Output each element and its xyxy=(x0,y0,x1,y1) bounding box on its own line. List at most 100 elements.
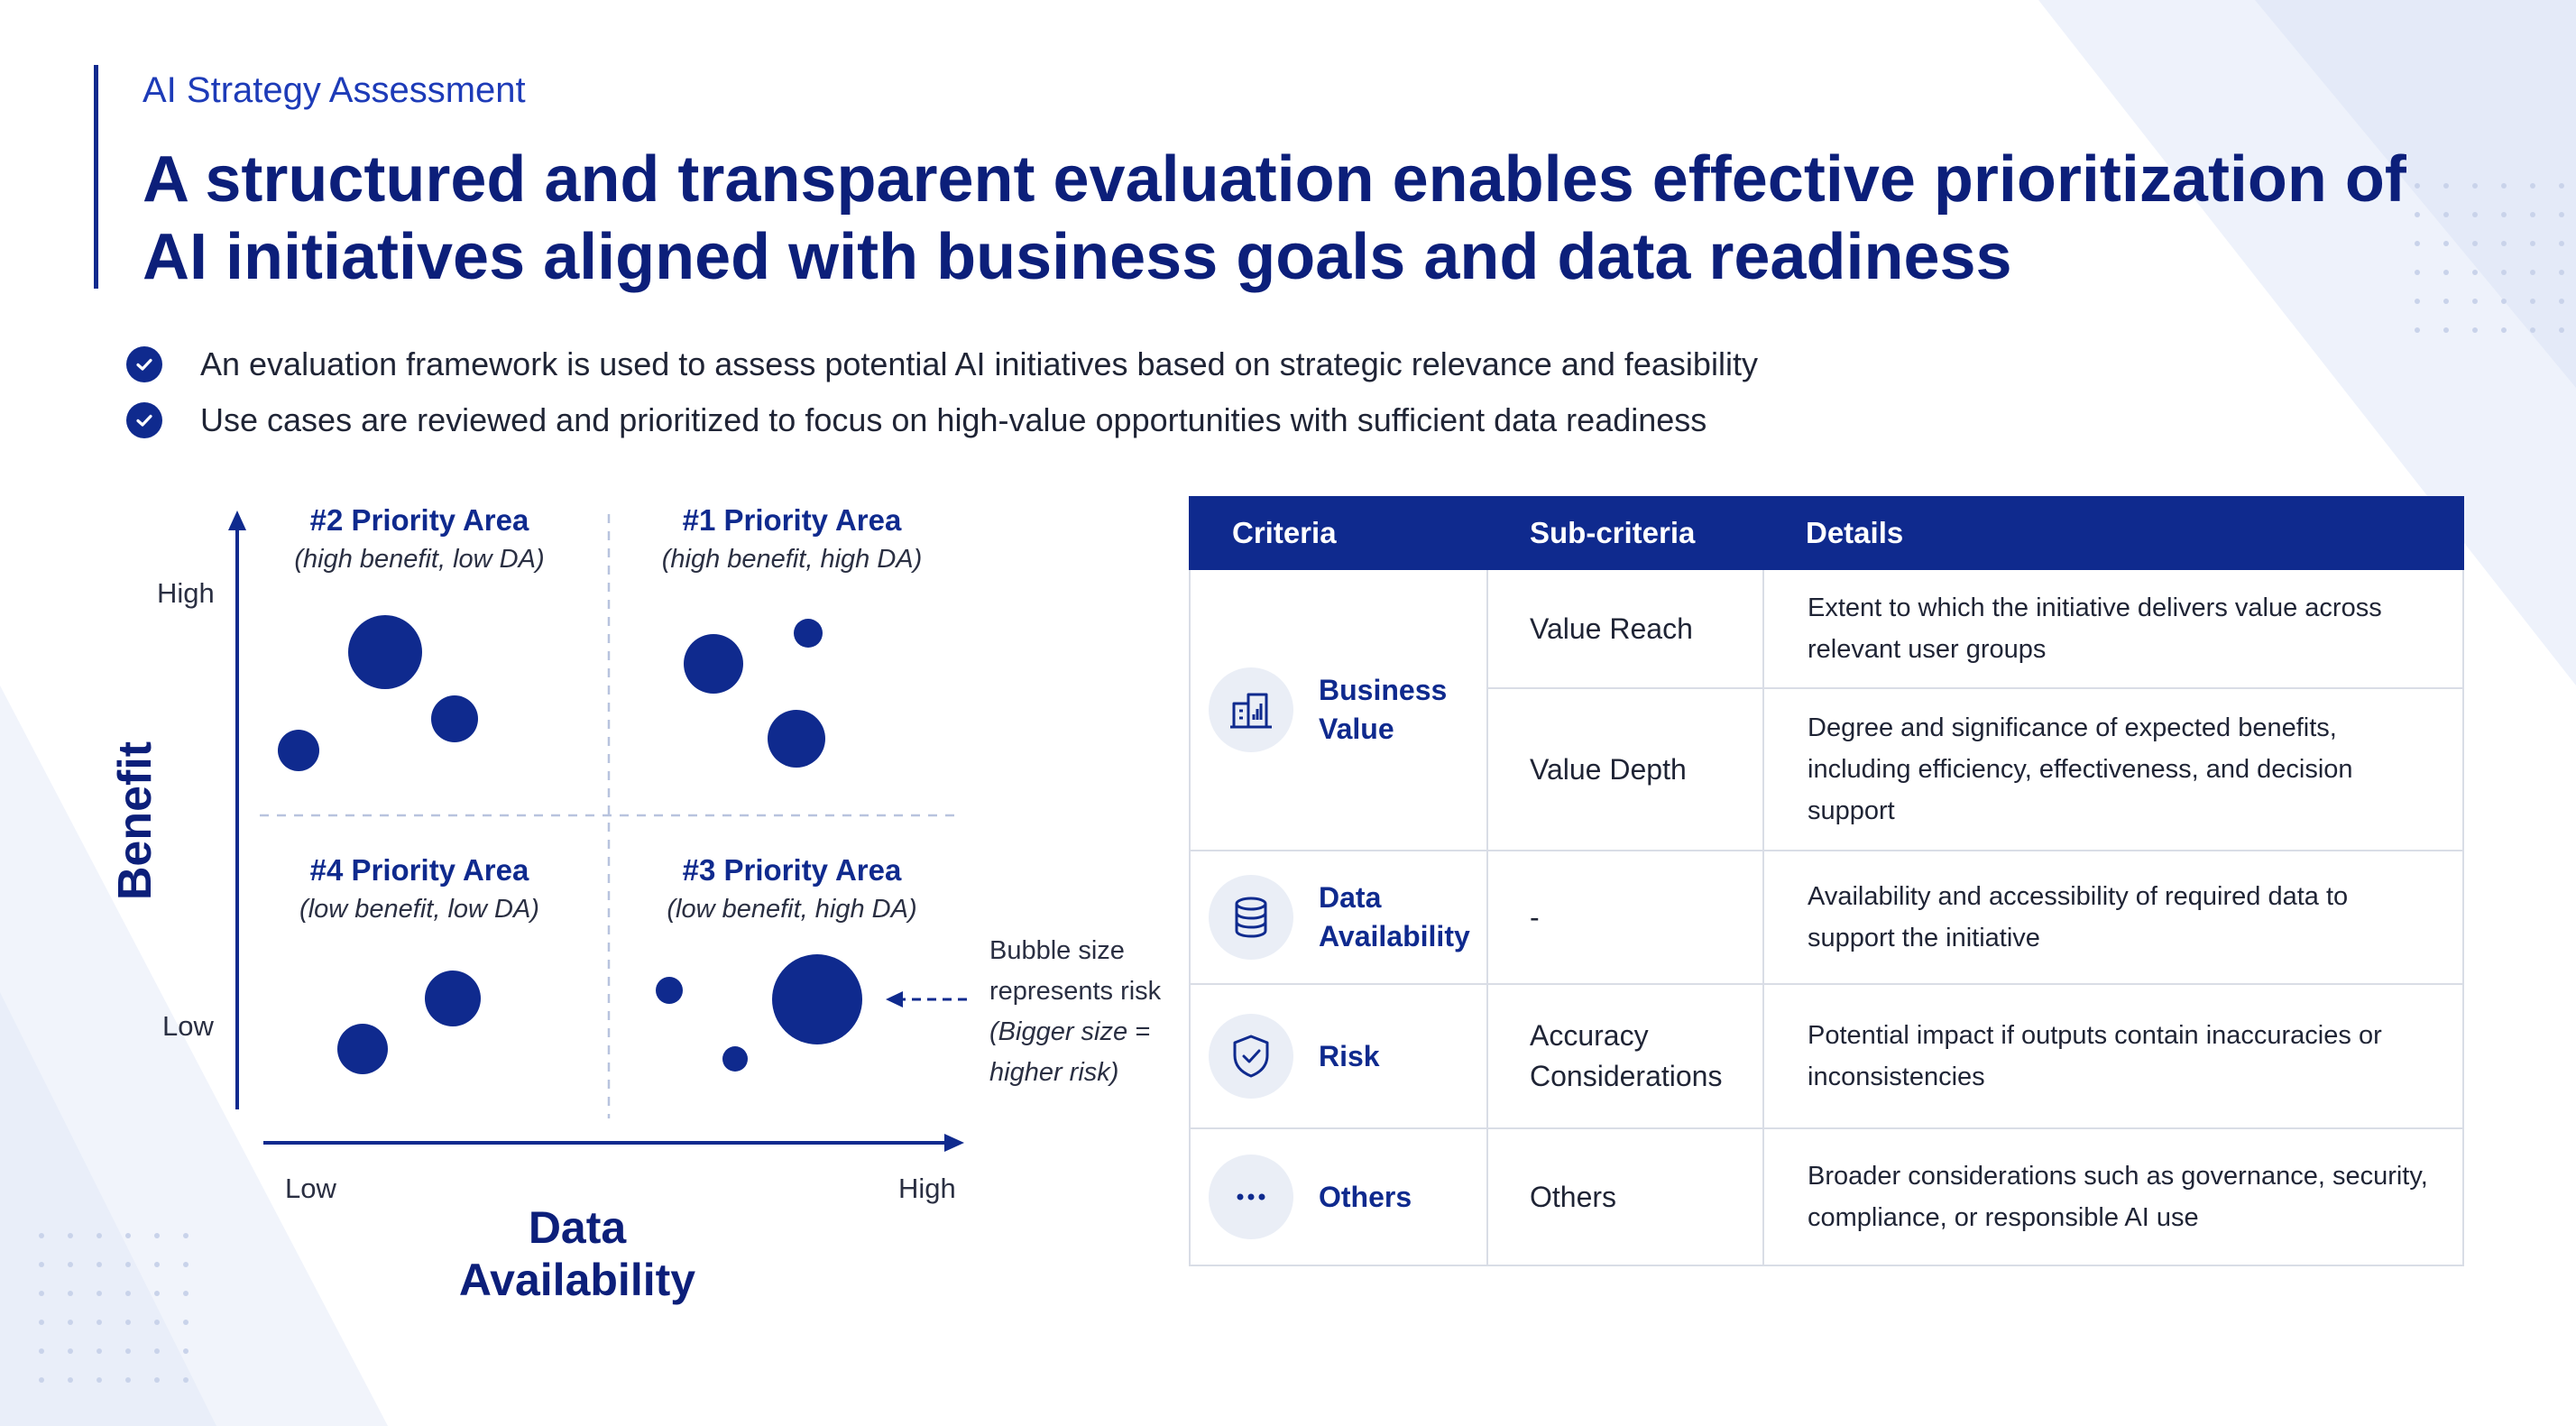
criteria-label: Others xyxy=(1319,1180,1412,1213)
decor-dot xyxy=(2501,241,2507,246)
decor-dot xyxy=(154,1262,160,1267)
risk-bubble xyxy=(337,1024,388,1074)
risk-bubble xyxy=(794,619,823,648)
decor-dot xyxy=(2472,183,2478,189)
title-accent-bar xyxy=(94,65,98,289)
risk-bubble xyxy=(684,634,743,694)
decor-dot xyxy=(2530,299,2535,304)
criteria-cell-risk: Risk xyxy=(1189,983,1488,1129)
y-axis-high-label: High xyxy=(157,577,215,609)
decor-dot xyxy=(68,1348,73,1354)
decor-dot xyxy=(2501,270,2507,275)
x-axis-high-label: High xyxy=(898,1173,956,1204)
bubble-note-line: represents risk xyxy=(989,977,1162,1006)
table-row: Value Depth Degree and significance of e… xyxy=(1190,687,2464,851)
priority-matrix: #2 Priority Area (high benefit, low DA) … xyxy=(90,487,1191,1305)
decor-dot xyxy=(183,1233,189,1238)
criteria-table: Criteria Sub-criteria Details xyxy=(1189,496,2464,1266)
decor-dot xyxy=(2559,327,2564,333)
quadrant-2-subtitle: (high benefit, low DA) xyxy=(294,545,545,574)
criteria-label: Business Value xyxy=(1319,674,1448,745)
legend-arrowhead xyxy=(886,991,903,1007)
sub-criteria-cell: Value Depth xyxy=(1486,687,1764,851)
quadrant-4-title: #4 Priority Area xyxy=(309,853,529,887)
decor-dot xyxy=(97,1262,102,1267)
check-circle-icon xyxy=(126,402,162,438)
details-cell: Degree and significance of expected bene… xyxy=(1762,687,2464,851)
details-cell: Potential impact if outputs contain inac… xyxy=(1762,983,2464,1129)
eyebrow-label: AI Strategy Assessment xyxy=(143,70,526,110)
sub-criteria-cell: Accuracy Considerations xyxy=(1486,983,1764,1129)
decor-dot xyxy=(183,1348,189,1354)
decor-dot xyxy=(2415,183,2420,189)
decor-dot xyxy=(2443,212,2449,217)
decor-dot xyxy=(2559,183,2564,189)
details-cell: Extent to which the initiative delivers … xyxy=(1762,568,2464,689)
decor-dot xyxy=(2443,270,2449,275)
decor-dot xyxy=(2530,212,2535,217)
column-header: Details xyxy=(1762,496,2464,570)
decor-dot xyxy=(2501,212,2507,217)
y-axis-low-label: Low xyxy=(162,1010,214,1042)
decor-dot xyxy=(154,1291,160,1296)
decor-dot xyxy=(2443,327,2449,333)
decor-dot xyxy=(2530,241,2535,246)
criteria-cell-data-availability: Data Availability xyxy=(1189,850,1488,985)
bubble-note-line: higher risk) xyxy=(989,1058,1119,1087)
bubble-size-note: Bubble size represents risk (Bigger size… xyxy=(989,931,1206,1093)
shield-check-icon xyxy=(1209,1014,1293,1099)
risk-bubble xyxy=(431,695,478,742)
decor-dot xyxy=(2472,212,2478,217)
decor-dot xyxy=(68,1377,73,1383)
building-chart-icon xyxy=(1209,667,1293,752)
decor-dot xyxy=(154,1377,160,1383)
decor-dot xyxy=(39,1291,44,1296)
decor-dot xyxy=(125,1262,131,1267)
decor-dot xyxy=(2443,299,2449,304)
decor-dot xyxy=(39,1262,44,1267)
decor-dot xyxy=(97,1291,102,1296)
x-axis-arrowhead xyxy=(944,1134,964,1152)
y-axis-title: Benefit xyxy=(109,741,161,901)
risk-bubble xyxy=(772,954,862,1044)
decor-dot xyxy=(2415,327,2420,333)
risk-bubble xyxy=(348,615,422,689)
decor-dot xyxy=(97,1348,102,1354)
details-cell: Availability and accessibility of requir… xyxy=(1762,850,2464,985)
decor-dot xyxy=(2472,241,2478,246)
y-axis-arrowhead xyxy=(228,511,246,530)
decor-dot xyxy=(2559,241,2564,246)
decor-dot xyxy=(39,1377,44,1383)
check-circle-icon xyxy=(126,346,162,382)
decor-dot xyxy=(2443,241,2449,246)
bubble-note-line: (Bigger size = xyxy=(989,1017,1151,1046)
decor-dot xyxy=(2443,183,2449,189)
decor-dot xyxy=(2415,212,2420,217)
decor-dot xyxy=(2501,299,2507,304)
decor-dot xyxy=(2472,299,2478,304)
decor-dot xyxy=(2501,327,2507,333)
decor-dot xyxy=(125,1233,131,1238)
table-row: Data Availability - Availability and acc… xyxy=(1189,850,2464,985)
decor-dot xyxy=(97,1377,102,1383)
more-dots-icon xyxy=(1209,1155,1293,1239)
quadrant-1-title: #1 Priority Area xyxy=(682,503,902,537)
matrix-graphics xyxy=(228,511,967,1152)
decor-dot xyxy=(68,1320,73,1325)
decor-dot xyxy=(39,1233,44,1238)
decor-dot xyxy=(97,1233,102,1238)
column-header: Criteria xyxy=(1189,496,1488,570)
bubble-group xyxy=(278,615,862,1074)
criteria-label: Risk xyxy=(1319,1039,1380,1072)
decor-dot xyxy=(125,1348,131,1354)
decor-dot xyxy=(125,1291,131,1296)
decor-dot xyxy=(2559,212,2564,217)
table-header-row: Criteria Sub-criteria Details xyxy=(1189,496,2464,570)
table-row: Risk Accuracy Considerations Potential i… xyxy=(1189,983,2464,1129)
decor-dot xyxy=(2530,270,2535,275)
criteria-cell-others: Others xyxy=(1189,1127,1488,1266)
risk-bubble xyxy=(768,710,825,768)
column-header: Sub-criteria xyxy=(1486,496,1764,570)
decor-dot xyxy=(39,1320,44,1325)
bullet-item: Use cases are reviewed and prioritized t… xyxy=(126,400,2201,440)
